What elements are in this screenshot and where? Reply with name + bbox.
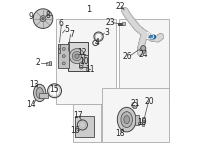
Text: 24: 24 bbox=[139, 50, 148, 59]
FancyBboxPatch shape bbox=[39, 93, 48, 98]
FancyBboxPatch shape bbox=[49, 61, 51, 65]
Text: 8: 8 bbox=[46, 11, 50, 20]
Text: 14: 14 bbox=[26, 100, 36, 108]
Circle shape bbox=[141, 46, 146, 51]
Ellipse shape bbox=[124, 116, 130, 124]
FancyBboxPatch shape bbox=[58, 44, 60, 48]
Text: 15: 15 bbox=[49, 85, 59, 94]
FancyBboxPatch shape bbox=[142, 119, 144, 126]
Text: 19: 19 bbox=[137, 118, 147, 127]
Circle shape bbox=[72, 51, 82, 61]
Circle shape bbox=[62, 62, 65, 65]
Text: 16: 16 bbox=[71, 126, 80, 135]
FancyBboxPatch shape bbox=[68, 42, 88, 71]
Text: 22: 22 bbox=[115, 2, 125, 11]
FancyBboxPatch shape bbox=[56, 19, 116, 104]
FancyBboxPatch shape bbox=[102, 88, 169, 142]
Text: 2: 2 bbox=[36, 58, 41, 67]
Circle shape bbox=[62, 55, 65, 58]
Text: 6: 6 bbox=[59, 19, 64, 29]
FancyBboxPatch shape bbox=[119, 19, 169, 104]
Text: 12: 12 bbox=[77, 48, 87, 57]
FancyBboxPatch shape bbox=[138, 122, 142, 124]
Text: 13: 13 bbox=[29, 80, 39, 89]
FancyBboxPatch shape bbox=[133, 106, 136, 108]
Text: 3: 3 bbox=[104, 28, 109, 37]
Ellipse shape bbox=[121, 112, 132, 128]
FancyBboxPatch shape bbox=[73, 105, 101, 142]
Circle shape bbox=[75, 54, 79, 58]
Ellipse shape bbox=[117, 107, 136, 132]
Text: 5: 5 bbox=[64, 25, 69, 34]
Circle shape bbox=[86, 68, 89, 71]
Text: 20: 20 bbox=[145, 97, 155, 106]
FancyBboxPatch shape bbox=[135, 115, 139, 125]
Circle shape bbox=[42, 17, 44, 20]
Text: 1: 1 bbox=[86, 5, 91, 14]
FancyBboxPatch shape bbox=[46, 62, 51, 65]
Circle shape bbox=[62, 47, 65, 50]
Text: 4: 4 bbox=[95, 38, 100, 47]
Text: 18: 18 bbox=[115, 128, 125, 138]
Text: 11: 11 bbox=[85, 65, 95, 74]
Circle shape bbox=[69, 49, 84, 64]
Text: 26: 26 bbox=[123, 52, 133, 61]
Text: 25: 25 bbox=[145, 32, 155, 41]
Text: 10: 10 bbox=[79, 57, 89, 66]
Text: 23: 23 bbox=[105, 18, 115, 27]
Ellipse shape bbox=[36, 87, 43, 98]
Text: 7: 7 bbox=[69, 30, 74, 39]
Circle shape bbox=[33, 9, 53, 28]
FancyBboxPatch shape bbox=[58, 50, 60, 53]
FancyBboxPatch shape bbox=[79, 55, 88, 67]
Circle shape bbox=[40, 16, 46, 22]
FancyBboxPatch shape bbox=[75, 116, 94, 137]
FancyBboxPatch shape bbox=[122, 22, 125, 25]
FancyBboxPatch shape bbox=[142, 117, 145, 120]
Text: 21: 21 bbox=[130, 99, 140, 108]
Ellipse shape bbox=[34, 84, 46, 102]
Text: 9: 9 bbox=[29, 12, 33, 21]
Ellipse shape bbox=[149, 35, 156, 39]
FancyBboxPatch shape bbox=[58, 44, 69, 68]
Text: 17: 17 bbox=[73, 111, 82, 120]
